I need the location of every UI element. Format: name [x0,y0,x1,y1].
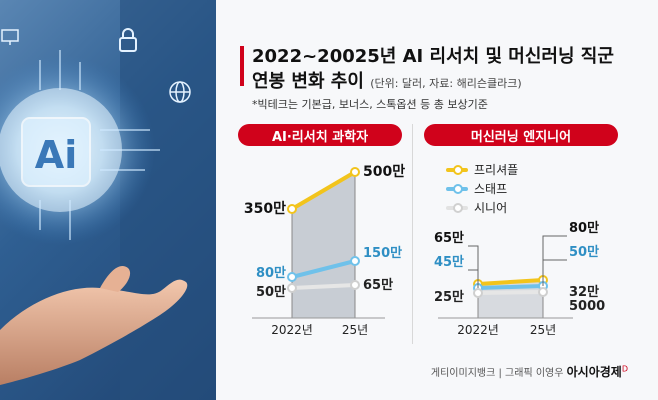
photo-source: 게티이미지뱅크 [430,368,496,379]
chart1-point-senior-1 [538,287,548,297]
chart0-value-label-senior-1: 65만 [363,277,393,293]
infographic-panel [216,0,658,400]
monitor-icon [1,29,19,45]
chart-title: 2022~20025년 AI 리서치 및 머신러닝 직군 [252,46,614,67]
chart1-line-staff [476,284,545,290]
chart0-value-label-senior-0: 50만 [256,284,286,300]
chart-title-second: 연봉 변화 추이 [252,71,364,92]
chart0-line-staff [290,259,357,279]
legend-swatch-freelancer [446,164,468,175]
globe-icon [169,81,191,103]
chart0-value-label-freelancer-1: 500만 [363,164,405,180]
chart1-x-label-1: 25년 [530,323,556,337]
ai-hand-photo: Ai [0,0,230,400]
chart1-x-label-0: 2022년 [457,323,499,337]
legend-label-freelancer: 프리셔플 [474,163,519,177]
chart-title-line2: 연봉 변화 추이 (단위: 달러, 자료: 해리슨클라크) [252,67,652,93]
chart0-line-senior [290,283,357,290]
chart1-value-label-senior-0: 25만 [434,289,464,305]
chart0-point-staff-1 [350,256,360,266]
credit-separator: | [498,368,502,379]
legend-item-freelancer: 프리셔플 [446,160,518,179]
chart0-value-label-freelancer-0: 350만 [244,201,286,217]
chart0-x-label-1: 25년 [342,323,368,337]
publisher-logo: 아시아경제 [566,365,622,379]
chart0-x-label-0: 2022년 [271,323,313,337]
chart1-line-freelancer [476,278,545,286]
chart1-point-senior-0 [473,288,483,298]
chart0-point-freelancer-0 [287,204,297,214]
chart0-point-senior-0 [287,283,297,293]
chart1-leader-freelancer-1 [542,235,567,280]
chart1-leader-staff-1 [542,259,567,286]
ml-engineer-header: 머신러닝 엔지니어 [424,124,618,146]
chart0-point-freelancer-1 [350,167,360,177]
chart0-line-freelancer [290,170,357,211]
footnote: *빅테크는 기본급, 보너스, 스톡옵션 등 총 보상기준 [252,98,488,111]
legend-item-staff: 스태프 [446,179,518,198]
legend: 프리셔플 스태프 시니어 [446,160,518,217]
chart0-value-label-staff-1: 150만 [363,245,402,261]
chart0-shaded-area [292,172,355,318]
credit-line: 게티이미지뱅크 | 그래픽 이영우 아시아경제D [431,363,628,380]
graphic-credit: 그래픽 이영우 [505,368,564,379]
ai-illustration: Ai [0,0,230,400]
section-divider [412,124,413,344]
chart1-value-label-staff-1: 50만 [569,244,599,260]
chart1-leader-staff-0 [468,269,479,288]
legend-item-senior: 시니어 [446,198,518,217]
unit-source-note: (단위: 달러, 자료: 해리슨클라크) [370,77,522,90]
chart0-point-senior-1 [350,280,360,290]
chart1-value-label-freelancer-1: 80만 [569,220,599,236]
title-accent-bar [240,46,244,86]
publisher-mark: D [621,364,628,374]
legend-swatch-staff [446,183,468,194]
chart1-value-label-freelancer-0: 65만 [434,230,464,246]
ai-researcher-header: AI·리서치 과학자 [238,124,402,146]
chart1-value-label-senior-1: 32만 5000 [569,284,605,314]
chart1-value-label-staff-0: 45만 [434,254,464,270]
legend-swatch-senior [446,202,468,213]
legend-label-staff: 스태프 [474,182,508,196]
chart0-point-staff-0 [287,272,297,282]
ai-chip-label: Ai [35,133,77,177]
lock-icon [119,28,137,52]
chart1-leader-freelancer-0 [468,245,479,284]
chart1-line-senior [476,290,545,295]
legend-label-senior: 시니어 [474,201,508,215]
chart0-value-label-staff-0: 80만 [256,265,286,281]
